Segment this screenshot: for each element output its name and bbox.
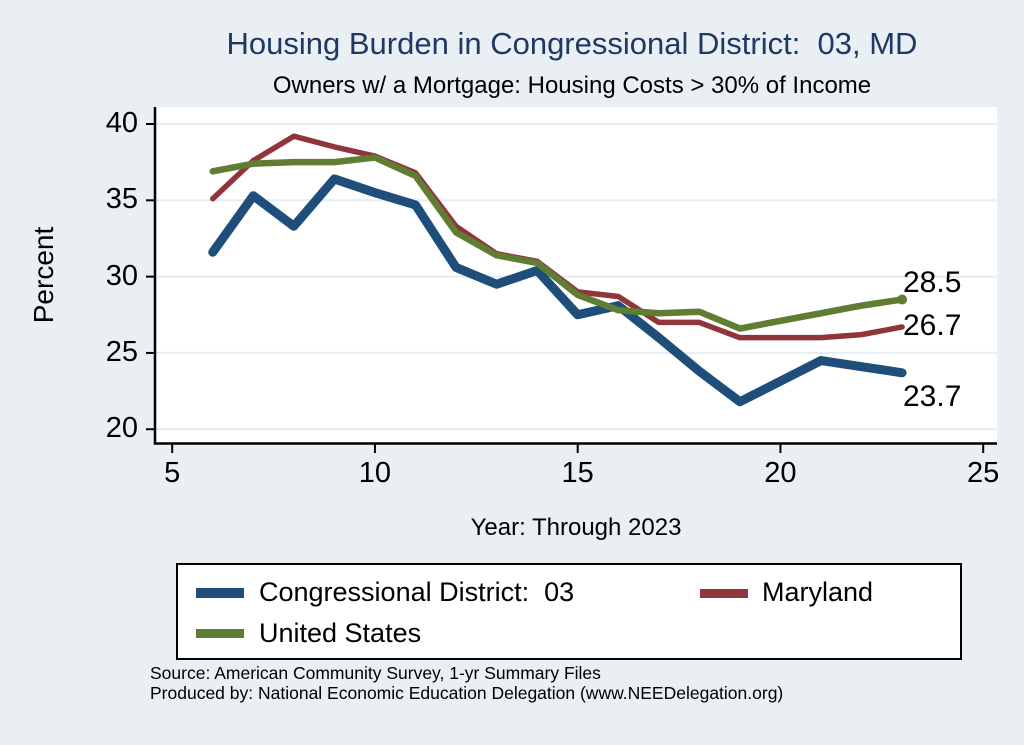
legend: Congressional District: 03 Maryland Unit… — [176, 563, 962, 660]
data-series — [208, 133, 908, 407]
legend-label-district: Congressional District: 03 — [259, 577, 575, 607]
y-tick-label: 30 — [105, 259, 138, 292]
legend-label-us: United States — [259, 618, 422, 648]
plot-background — [155, 107, 997, 444]
chart-subtitle: Owners w/ a Mortgage: Housing Costs > 30… — [272, 72, 872, 99]
gridlines — [155, 123, 997, 431]
chart-title: Housing Burden in Congressional District… — [226, 26, 918, 61]
y-tick-label: 20 — [105, 412, 138, 445]
x-tick-label: 5 — [164, 457, 181, 489]
end-value-label-district: 23.7 — [903, 380, 962, 413]
y-tick-label: 35 — [105, 183, 138, 216]
y-axis-title: Percent — [28, 226, 59, 324]
end-value-label-maryland: 26.7 — [903, 309, 962, 342]
x-axis-title: Year: Through 2023 — [470, 514, 682, 541]
legend-swatch-us — [196, 629, 244, 638]
x-tick-label: 15 — [561, 457, 594, 489]
y-tick-label: 25 — [105, 335, 138, 368]
line-us — [209, 154, 906, 332]
legend-label-maryland: Maryland — [762, 577, 874, 607]
axis-ticks — [146, 123, 985, 453]
x-tick-label: 20 — [764, 457, 797, 489]
y-tick-label: 40 — [105, 107, 138, 139]
end-value-label-us: 28.5 — [903, 266, 962, 299]
legend-swatch-maryland — [700, 589, 748, 598]
x-tick-label: 10 — [358, 457, 392, 489]
line-district — [208, 174, 907, 407]
legend-swatch-district — [196, 588, 244, 598]
end-marker-us — [897, 294, 908, 305]
x-tick-label: 25 — [967, 457, 1000, 489]
source-line: Source: American Community Survey, 1-yr … — [150, 663, 601, 683]
produced-by-line: Produced by: National Economic Education… — [150, 683, 784, 703]
